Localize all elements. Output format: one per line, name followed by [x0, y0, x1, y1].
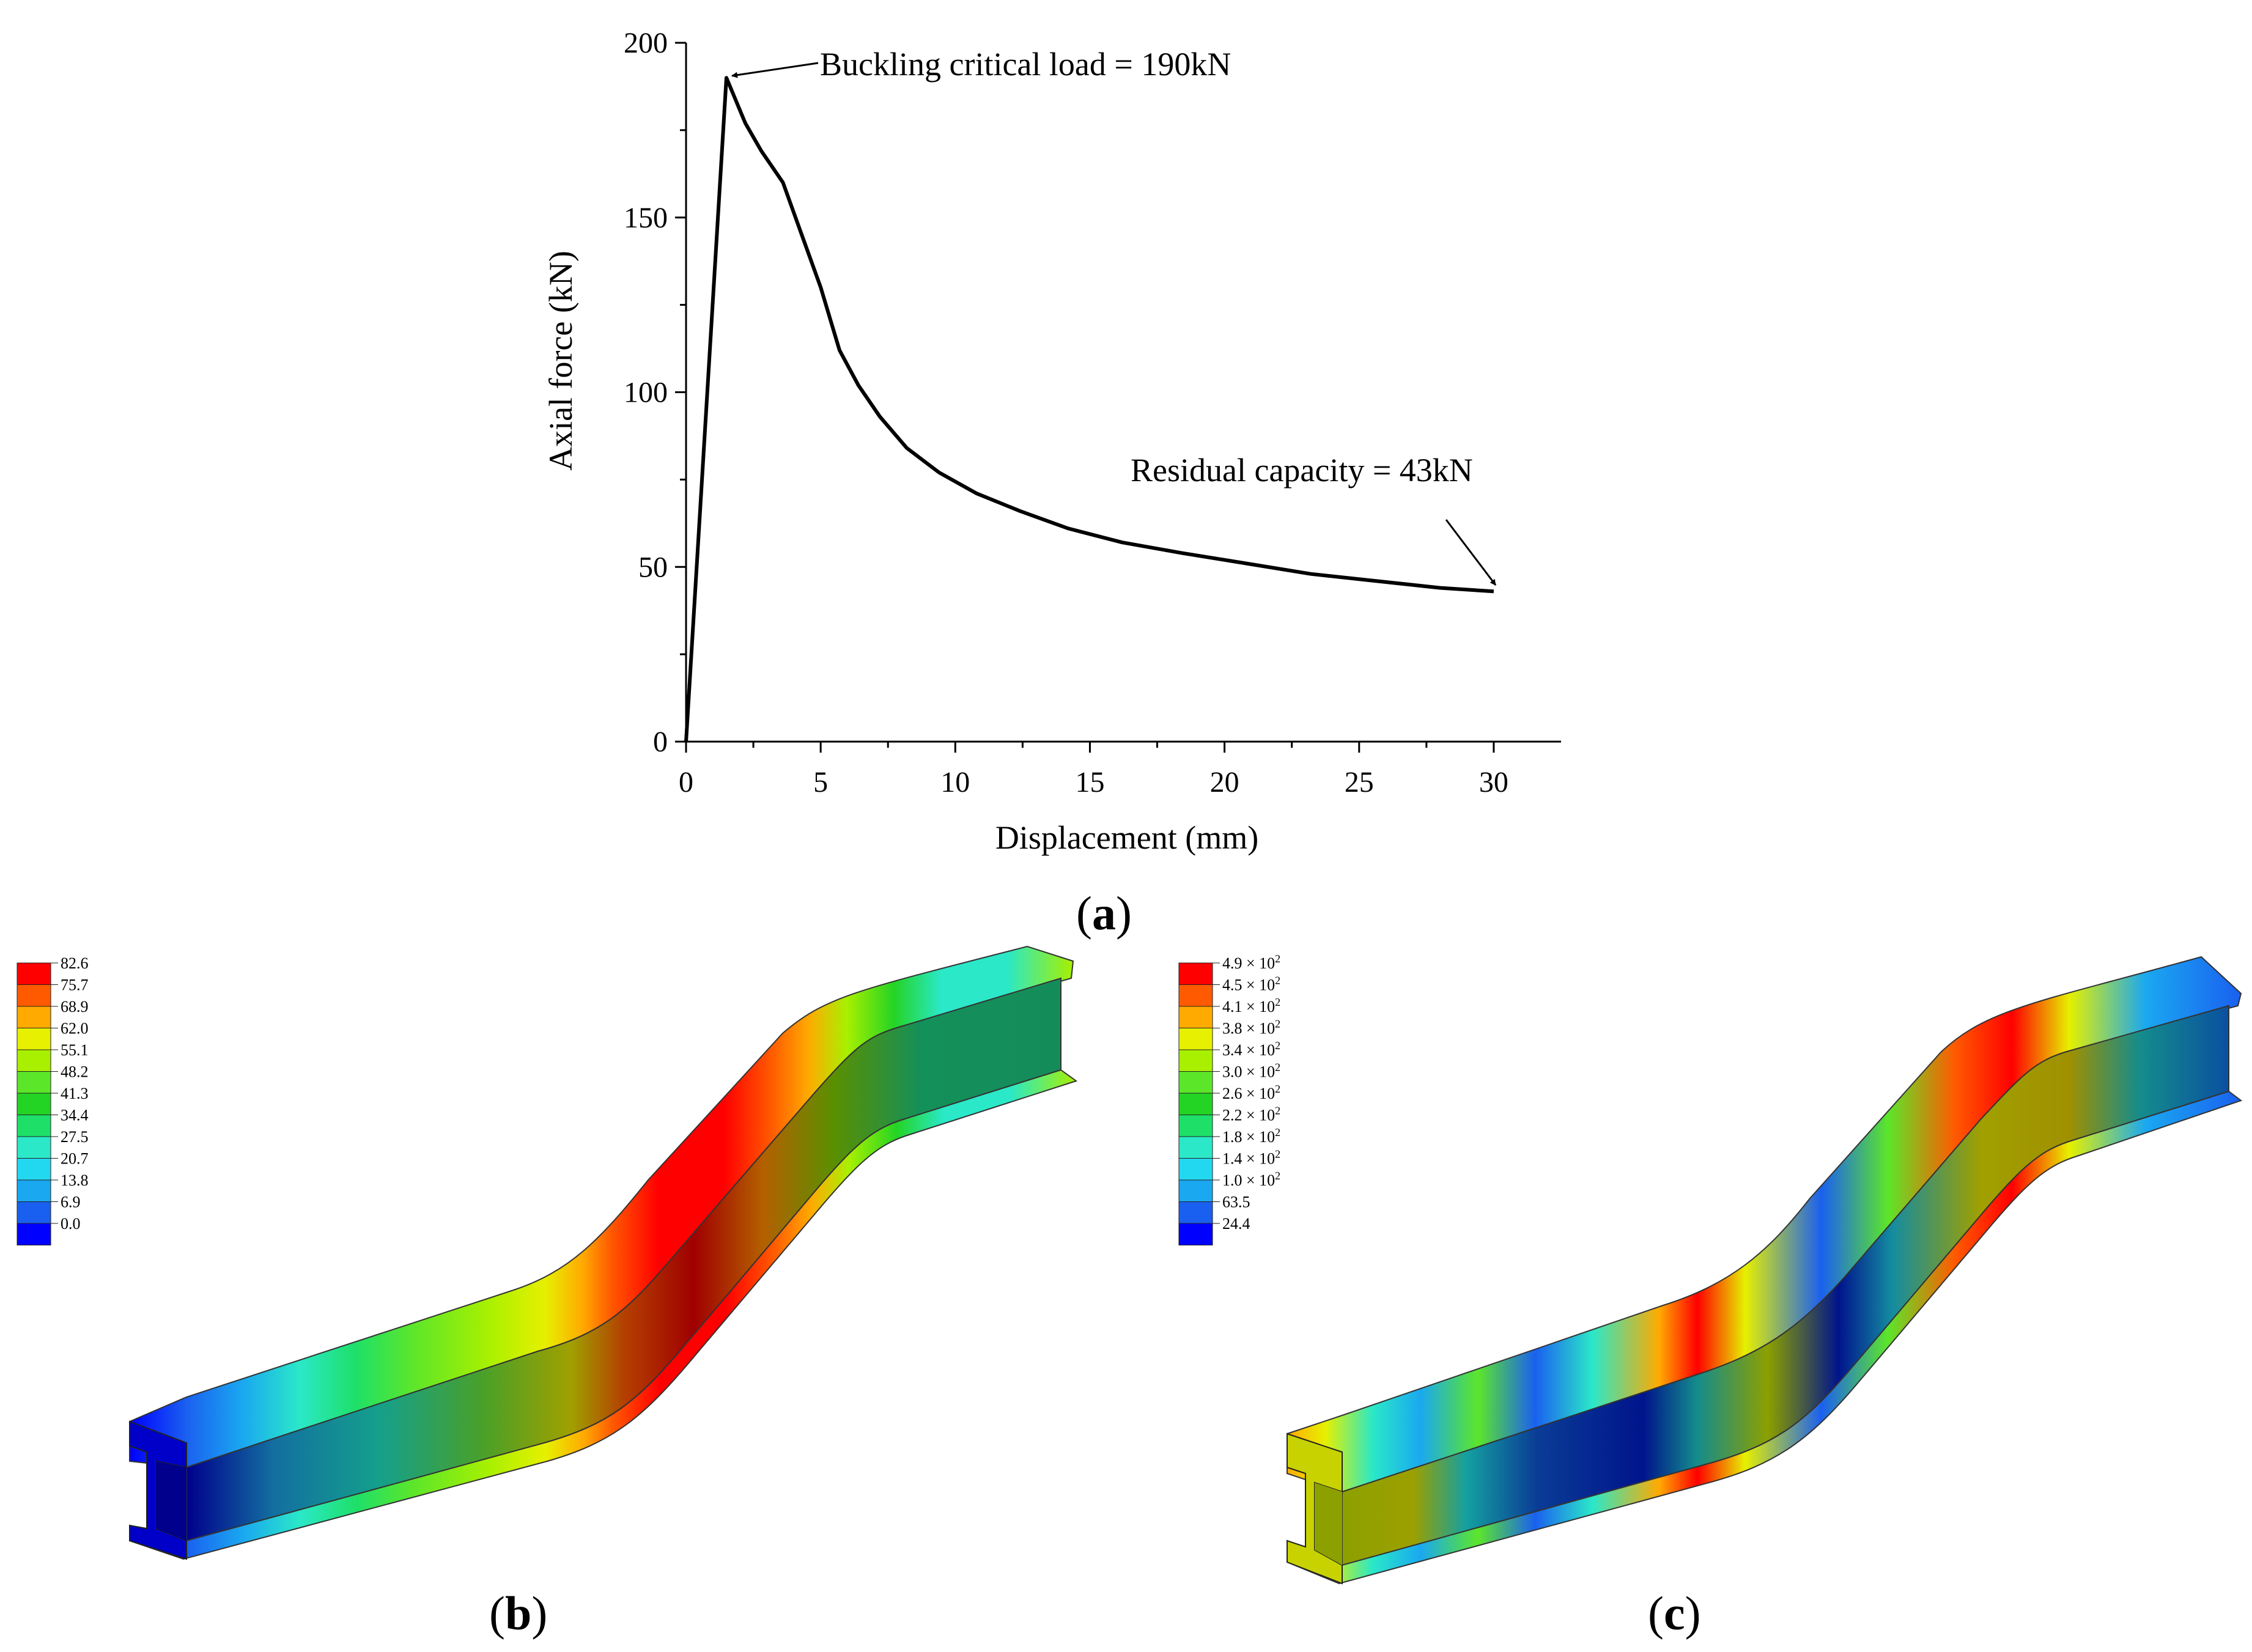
- beam-end-web-c: [1315, 1483, 1342, 1565]
- legend-swatch: [1178, 1136, 1213, 1159]
- panel-label-b: (b): [489, 1587, 547, 1640]
- legend-swatch: [1178, 1028, 1213, 1050]
- y-axis-label: Axial force (kN): [542, 251, 579, 471]
- legend-swatch: [1178, 962, 1213, 985]
- legend-label: 41.3: [61, 1085, 89, 1102]
- legend-swatch: [1178, 1093, 1213, 1115]
- x-axis-label: Displacement (mm): [995, 819, 1258, 856]
- legend-swatch: [1178, 1223, 1213, 1245]
- legend-label: 1.4 × 102: [1222, 1148, 1280, 1168]
- legend-swatch: [17, 1093, 51, 1115]
- legend-swatch: [17, 1115, 51, 1137]
- chart-axes: [685, 43, 1561, 743]
- legend-swatch: [17, 1201, 51, 1224]
- legend-label: 6.9: [61, 1193, 81, 1211]
- legend-label: 27.5: [61, 1128, 89, 1146]
- legend-label: 4.5 × 102: [1222, 975, 1280, 994]
- y-tick-label: 50: [638, 551, 668, 583]
- panel-label-c: (c): [1648, 1587, 1701, 1640]
- legend-label: 1.8 × 102: [1222, 1126, 1280, 1146]
- x-tick-label: 15: [1075, 766, 1104, 798]
- legend-label: 68.9: [61, 998, 89, 1016]
- bottom-flange-b: [129, 1069, 1078, 1560]
- legend-label: 4.1 × 102: [1222, 996, 1280, 1016]
- beam-model-b: [129, 945, 1078, 1560]
- legend-swatch: [1178, 1006, 1213, 1028]
- legend-swatch: [17, 1028, 51, 1050]
- legend-label: 2.6 × 102: [1222, 1083, 1280, 1102]
- legend-swatch: [1178, 1158, 1213, 1181]
- y-tick-label: 150: [624, 202, 668, 234]
- legend-swatch: [1178, 984, 1213, 1007]
- legend-swatch: [17, 984, 51, 1007]
- x-tick-label: 5: [813, 766, 828, 798]
- axial-force-curve: [684, 76, 1494, 742]
- legend-swatch: [17, 1049, 51, 1072]
- legend-label: 75.7: [61, 976, 89, 994]
- legend-label: 0.0: [61, 1215, 81, 1233]
- legend-label: 55.1: [61, 1041, 89, 1059]
- legend-label: 24.4: [1222, 1215, 1250, 1233]
- legend-swatch: [1178, 1049, 1213, 1072]
- beam-end-web-b: [156, 1461, 186, 1541]
- y-tick-label: 200: [624, 27, 668, 59]
- deformed-beam-contour-b: 82.6 75.7 68.9 62.0 55.1 48.2 41.3 34.4 27.5 20.7…: [17, 945, 1078, 1640]
- critical-load-annotation: Buckling critical load = 190kN: [820, 46, 1231, 83]
- legend-label: 20.7: [61, 1150, 89, 1168]
- x-tick-label: 20: [1210, 766, 1239, 798]
- legend-swatch: [17, 1223, 51, 1245]
- legend-label: 2.2 × 102: [1222, 1105, 1280, 1124]
- critical-load-arrow: [731, 62, 819, 78]
- legend-swatch: [1178, 1179, 1213, 1202]
- x-tick-label: 0: [679, 766, 693, 798]
- y-tick-label: 0: [653, 726, 668, 758]
- legend-label: 3.0 × 102: [1222, 1061, 1280, 1081]
- legend-label: 13.8: [61, 1171, 89, 1189]
- legend-label: 4.9 × 102: [1222, 953, 1280, 972]
- legend-swatch: [1178, 1201, 1213, 1224]
- x-tick-label: 30: [1479, 766, 1508, 798]
- legend-label: 34.4: [61, 1107, 89, 1124]
- legend-swatch: [1178, 1071, 1213, 1094]
- legend-swatch: [17, 1179, 51, 1202]
- x-tick-label: 25: [1345, 766, 1374, 798]
- legend-swatch: [17, 1006, 51, 1028]
- chart-ticks: 0 5 10 15 20 25 30 0 50 100 150 200: [624, 27, 1508, 798]
- residual-capacity-arrow: [1445, 519, 1497, 586]
- legend-label: 1.0 × 102: [1222, 1170, 1280, 1189]
- beam-model-c: [1287, 956, 2243, 1585]
- panel-label-a: (a): [1076, 887, 1132, 940]
- axial-force-chart: 0 5 10 15 20 25 30 0 50 100 150 200 Displacement (m…: [542, 27, 1561, 940]
- legend-label: 82.6: [61, 954, 89, 972]
- bottom-flange-c: [1287, 1090, 2243, 1585]
- legend-label: 48.2: [61, 1063, 89, 1081]
- legend-swatch: [17, 1158, 51, 1181]
- legend-swatch: [1178, 1115, 1213, 1137]
- contour-legend-b: 82.6 75.7 68.9 62.0 55.1 48.2 41.3 34.4 27.5 20.7…: [17, 954, 89, 1245]
- legend-label: 63.5: [1222, 1193, 1250, 1211]
- legend-label: 3.4 × 102: [1222, 1039, 1280, 1059]
- legend-swatch: [17, 1136, 51, 1159]
- legend-swatch: [17, 962, 51, 985]
- residual-capacity-annotation: Residual capacity = 43kN: [1131, 452, 1473, 489]
- legend-label: 62.0: [61, 1020, 89, 1038]
- legend-swatch: [17, 1071, 51, 1094]
- legend-label: 3.8 × 102: [1222, 1018, 1280, 1038]
- x-tick-label: 10: [940, 766, 970, 798]
- y-tick-label: 100: [624, 377, 668, 409]
